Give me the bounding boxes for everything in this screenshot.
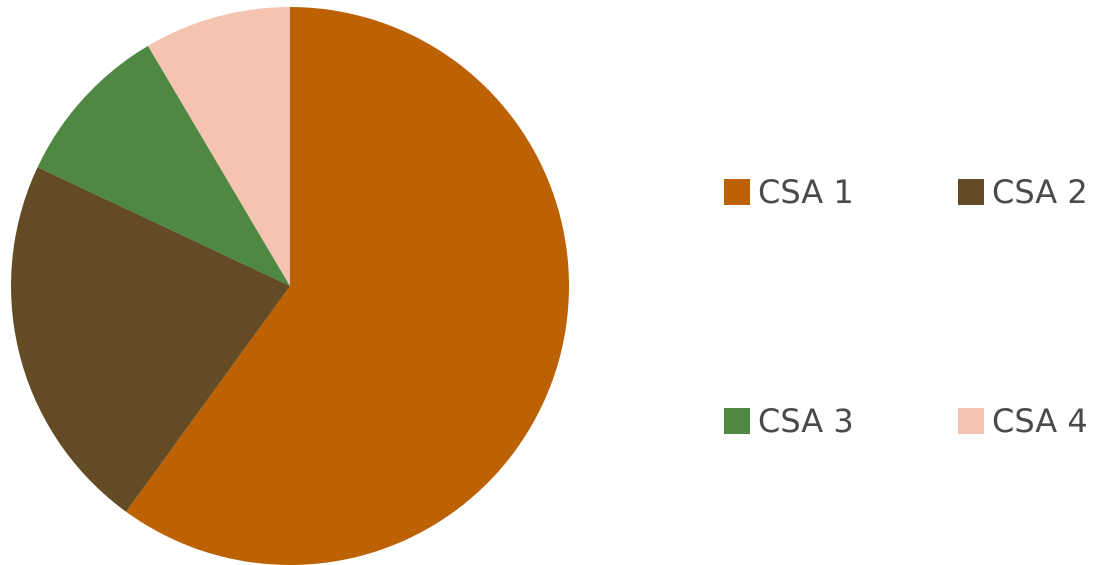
legend-item-csa-2: CSA 2 xyxy=(958,172,1088,212)
pie-slice-csa-3 xyxy=(37,45,290,286)
legend-label-csa-1: CSA 1 xyxy=(758,173,854,211)
legend-swatch-csa-1 xyxy=(724,179,750,205)
pie-slice-csa-4 xyxy=(147,7,290,286)
legend-item-csa-4: CSA 4 xyxy=(958,401,1088,441)
pie-slice-csa-2 xyxy=(10,167,291,512)
legend-swatch-csa-3 xyxy=(724,408,750,434)
legend-swatch-csa-2 xyxy=(958,179,984,205)
pie-slice-csa-1 xyxy=(126,7,569,565)
legend-label-csa-3: CSA 3 xyxy=(758,402,854,440)
legend-swatch-csa-4 xyxy=(958,408,984,434)
legend-label-csa-2: CSA 2 xyxy=(992,173,1088,211)
legend-label-csa-4: CSA 4 xyxy=(992,402,1088,440)
legend-item-csa-3: CSA 3 xyxy=(724,401,854,441)
legend-item-csa-1: CSA 1 xyxy=(724,172,854,212)
